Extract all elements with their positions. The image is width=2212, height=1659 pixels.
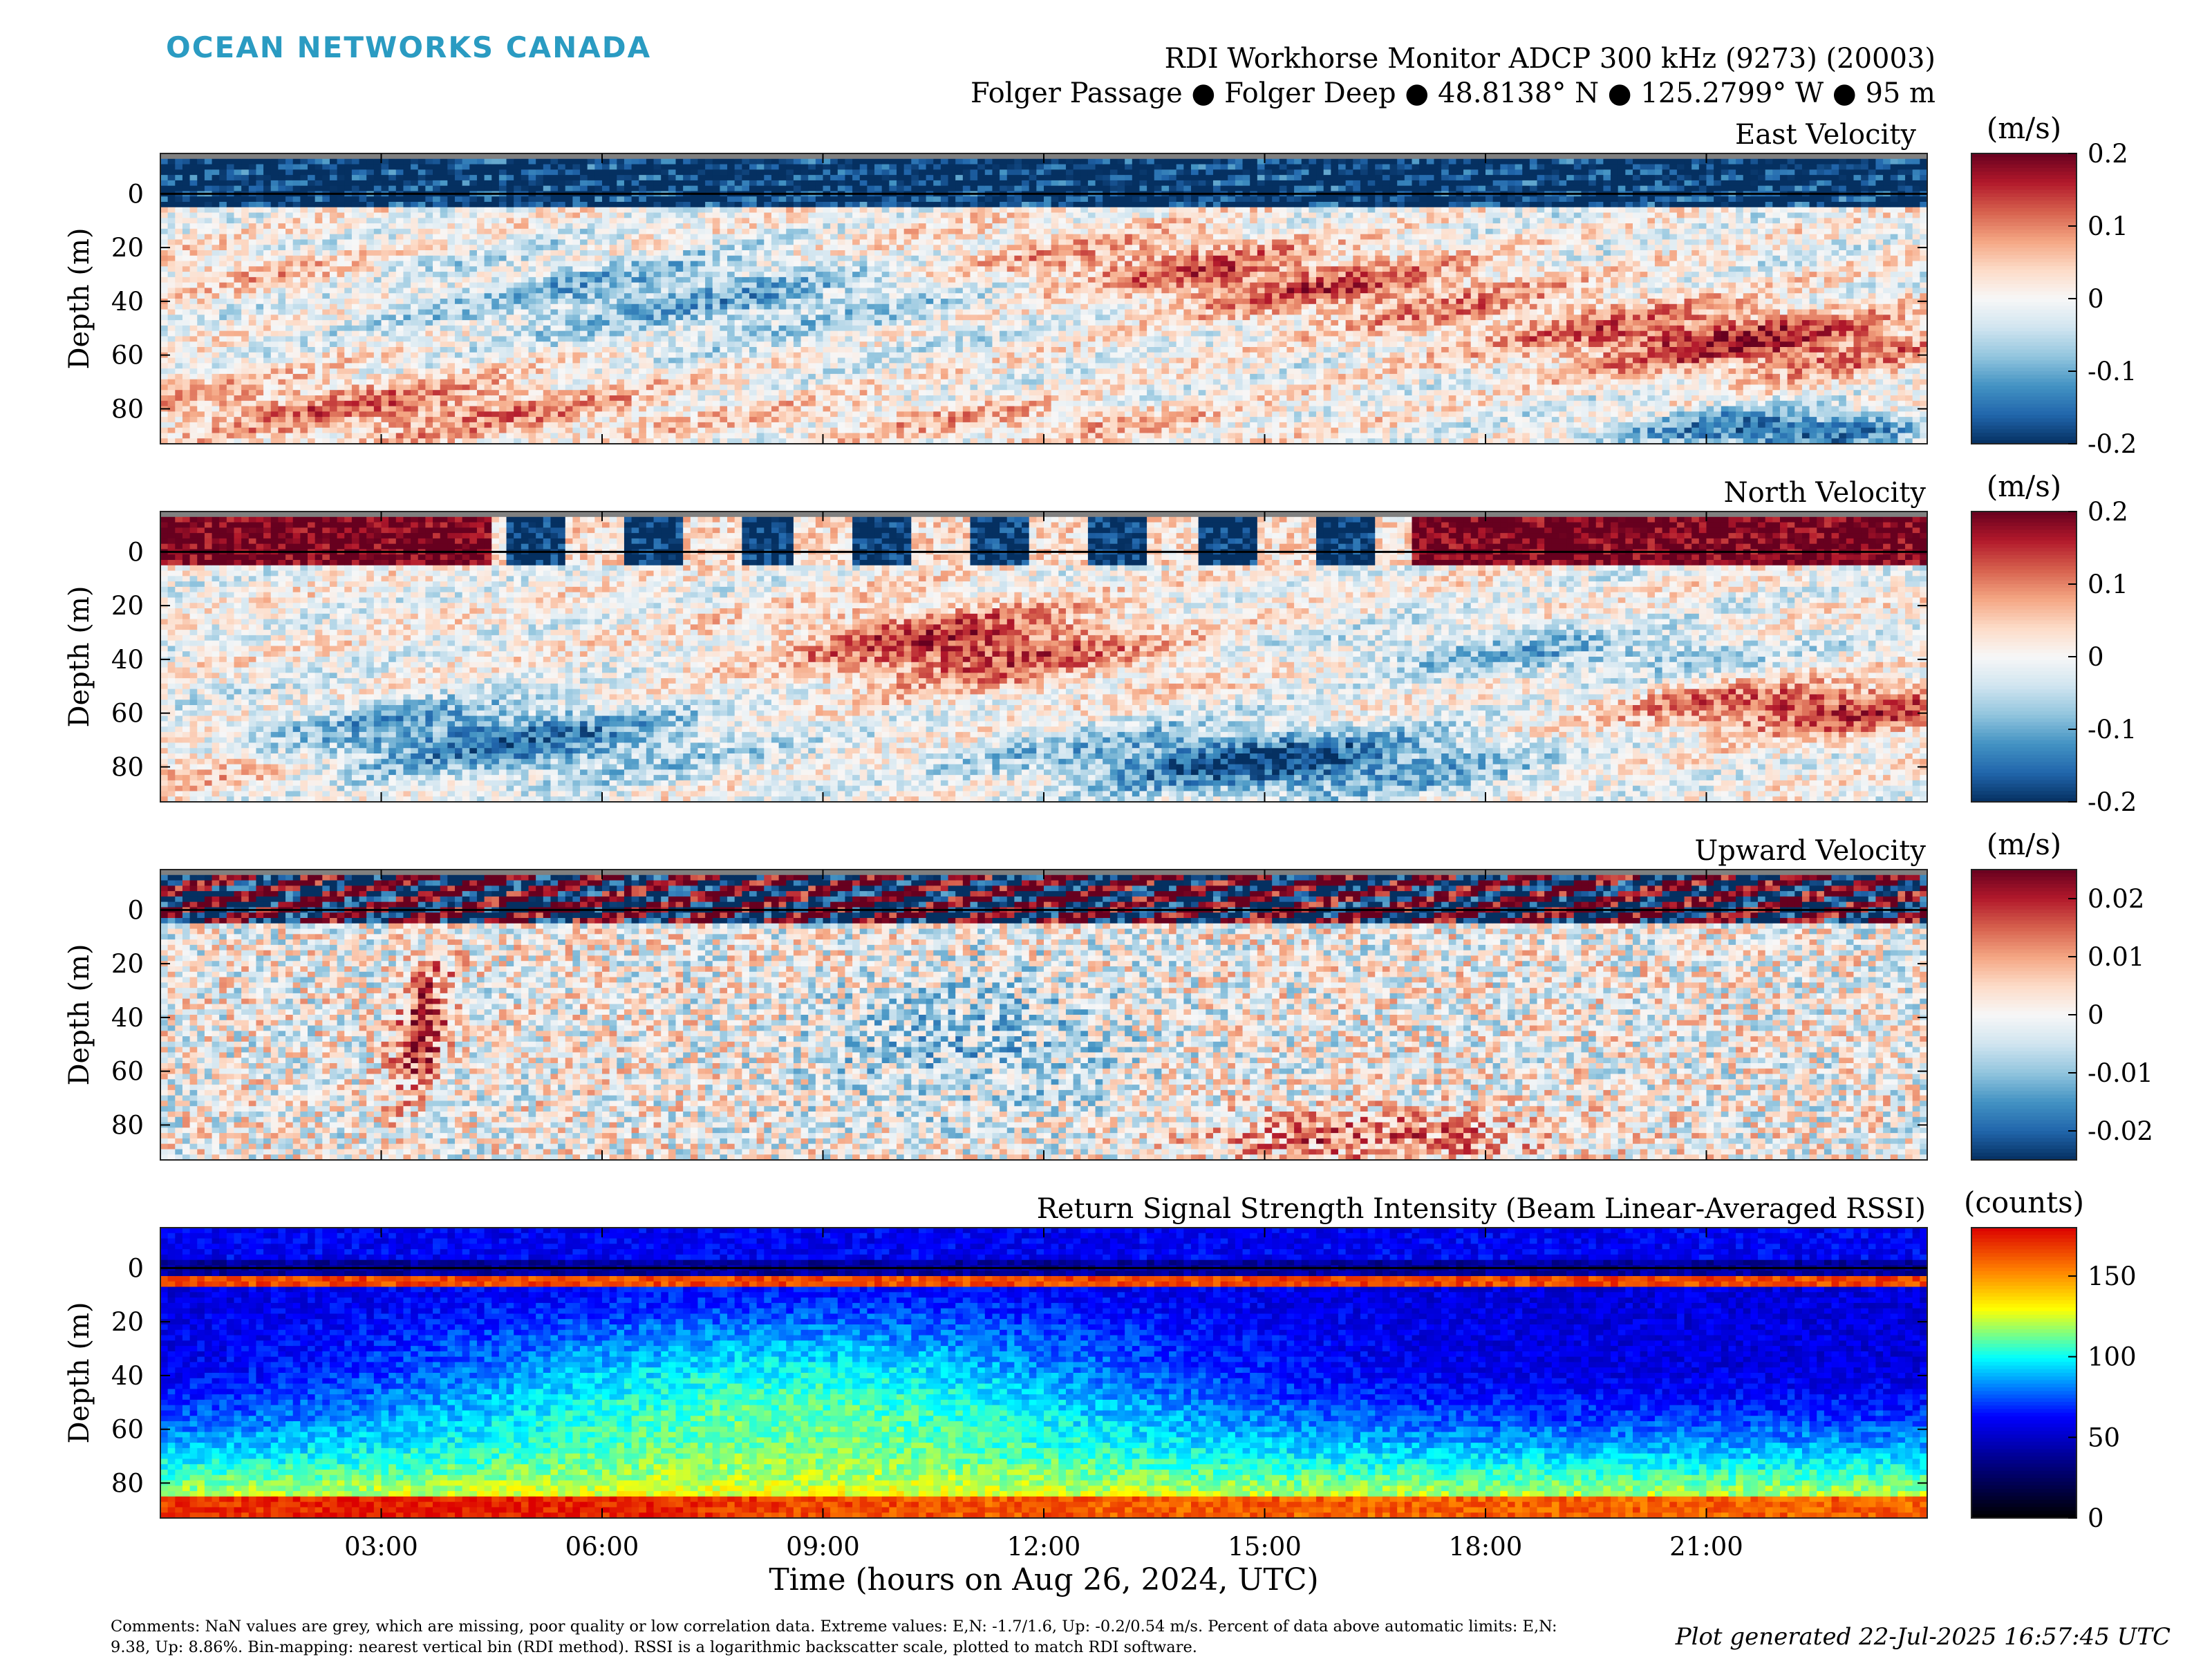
panel-2 [160, 512, 1928, 803]
y-tick-label: 40 [111, 645, 144, 675]
colorbar [1971, 1228, 2077, 1519]
colorbar-tick-label: 0.1 [2088, 570, 2128, 599]
y-axis-label: Depth (m) [64, 585, 95, 727]
colorbar [1971, 512, 2077, 803]
y-tick-label: 20 [111, 1307, 144, 1337]
colorbar-tick-label: 100 [2088, 1342, 2137, 1372]
colorbar-label: (m/s) [1987, 469, 2061, 503]
panel-4 [160, 1228, 1928, 1519]
y-tick-label: 20 [111, 591, 144, 621]
x-tick-label: 21:00 [1669, 1532, 1743, 1562]
y-tick-label: 20 [111, 233, 144, 263]
colorbar-tick-label: -0.2 [2088, 429, 2137, 459]
colorbar-tick-label: -0.1 [2088, 715, 2137, 744]
colorbar-tick-label: 0.01 [2088, 942, 2144, 972]
x-tick-label: 12:00 [1007, 1532, 1081, 1562]
x-tick-label: 18:00 [1449, 1532, 1523, 1562]
colorbar-tick-label: -0.1 [2088, 357, 2137, 386]
y-tick-label: 60 [111, 1057, 144, 1087]
y-tick-label: 20 [111, 949, 144, 979]
y-tick-label: 80 [111, 752, 144, 782]
colorbar-tick-label: 0.02 [2088, 884, 2144, 914]
panel-title: Return Signal Strength Intensity (Beam L… [1037, 1193, 1926, 1225]
colorbar [1971, 153, 2077, 444]
colorbar-label: (m/s) [1987, 111, 2061, 145]
panel-title: North Velocity [1724, 477, 1927, 509]
colorbar-tick-label: 0 [2088, 1503, 2104, 1533]
y-tick-label: 80 [111, 1110, 144, 1140]
y-tick-label: 0 [127, 1253, 144, 1283]
colorbar-tick-label: 0 [2088, 1000, 2104, 1030]
panel-title: East Velocity [1735, 119, 1916, 151]
y-tick-label: 80 [111, 394, 144, 424]
y-tick-label: 40 [111, 1361, 144, 1391]
x-tick-label: 15:00 [1228, 1532, 1302, 1562]
y-axis-label: Depth (m) [64, 227, 95, 369]
x-axis-label: Time (hours on Aug 26, 2024, UTC) [769, 1562, 1318, 1597]
colorbar-tick-label: 0 [2088, 284, 2104, 314]
x-tick-label: 09:00 [786, 1532, 860, 1562]
y-tick-label: 60 [111, 341, 144, 371]
y-tick-label: 60 [111, 1415, 144, 1445]
colorbar-label: (counts) [1964, 1185, 2084, 1219]
colorbar-tick-label: 0.2 [2088, 497, 2128, 527]
colorbar-tick-label: 0.2 [2088, 139, 2128, 169]
colorbar-tick-label: 150 [2088, 1262, 2137, 1291]
panel-1 [160, 153, 1928, 444]
colorbar-tick-label: 50 [2088, 1423, 2120, 1452]
y-tick-label: 40 [111, 287, 144, 317]
y-axis-label: Depth (m) [64, 1302, 95, 1443]
colorbar-label: (m/s) [1987, 827, 2061, 861]
colorbar-tick-label: -0.2 [2088, 787, 2137, 817]
y-tick-label: 0 [127, 895, 144, 925]
panel-title: Upward Velocity [1695, 835, 1927, 867]
panel-3 [160, 870, 1928, 1161]
y-tick-label: 80 [111, 1468, 144, 1498]
x-tick-label: 06:00 [565, 1532, 639, 1562]
colorbar-tick-label: -0.02 [2088, 1116, 2153, 1146]
y-tick-label: 0 [127, 537, 144, 567]
colorbar-tick-label: 0 [2088, 642, 2104, 672]
y-axis-label: Depth (m) [64, 944, 95, 1085]
generated-timestamp: Plot generated 22-Jul-2025 16:57:45 UTC [1676, 1623, 2171, 1651]
comments-text: Comments: NaN values are grey, which are… [111, 1616, 1576, 1658]
y-tick-label: 60 [111, 699, 144, 729]
y-tick-label: 0 [127, 179, 144, 209]
x-tick-label: 03:00 [344, 1532, 418, 1562]
colorbar-tick-label: -0.01 [2088, 1058, 2153, 1088]
colorbar [1971, 870, 2077, 1161]
y-tick-label: 40 [111, 1003, 144, 1033]
colorbar-tick-label: 0.1 [2088, 212, 2128, 241]
